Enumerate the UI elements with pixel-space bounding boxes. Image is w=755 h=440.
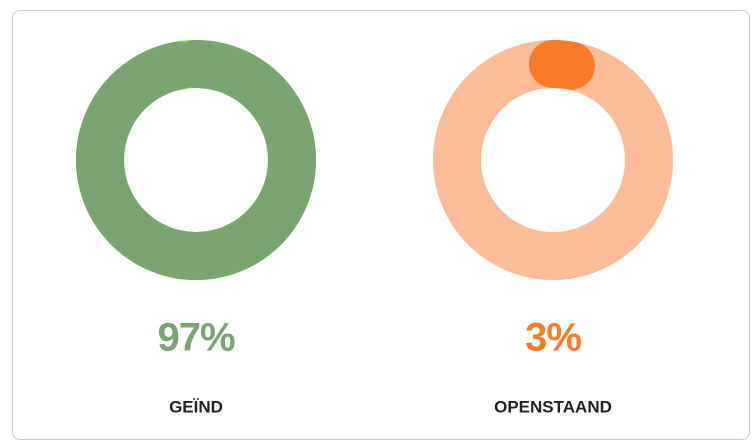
donut-arc — [529, 40, 595, 90]
donut-arc — [76, 40, 316, 280]
donut-track — [433, 40, 673, 280]
percent-label: 3% — [525, 316, 581, 360]
category-label: OPENSTAAND — [494, 397, 612, 416]
category-label: GEÏND — [169, 397, 223, 416]
percent-label: 97% — [157, 316, 234, 360]
charts: 97% GEÏND 3% OPENSTAAND — [76, 40, 673, 416]
page: {"chart_data": [ {"type": "donut", "valu… — [12, 10, 750, 440]
